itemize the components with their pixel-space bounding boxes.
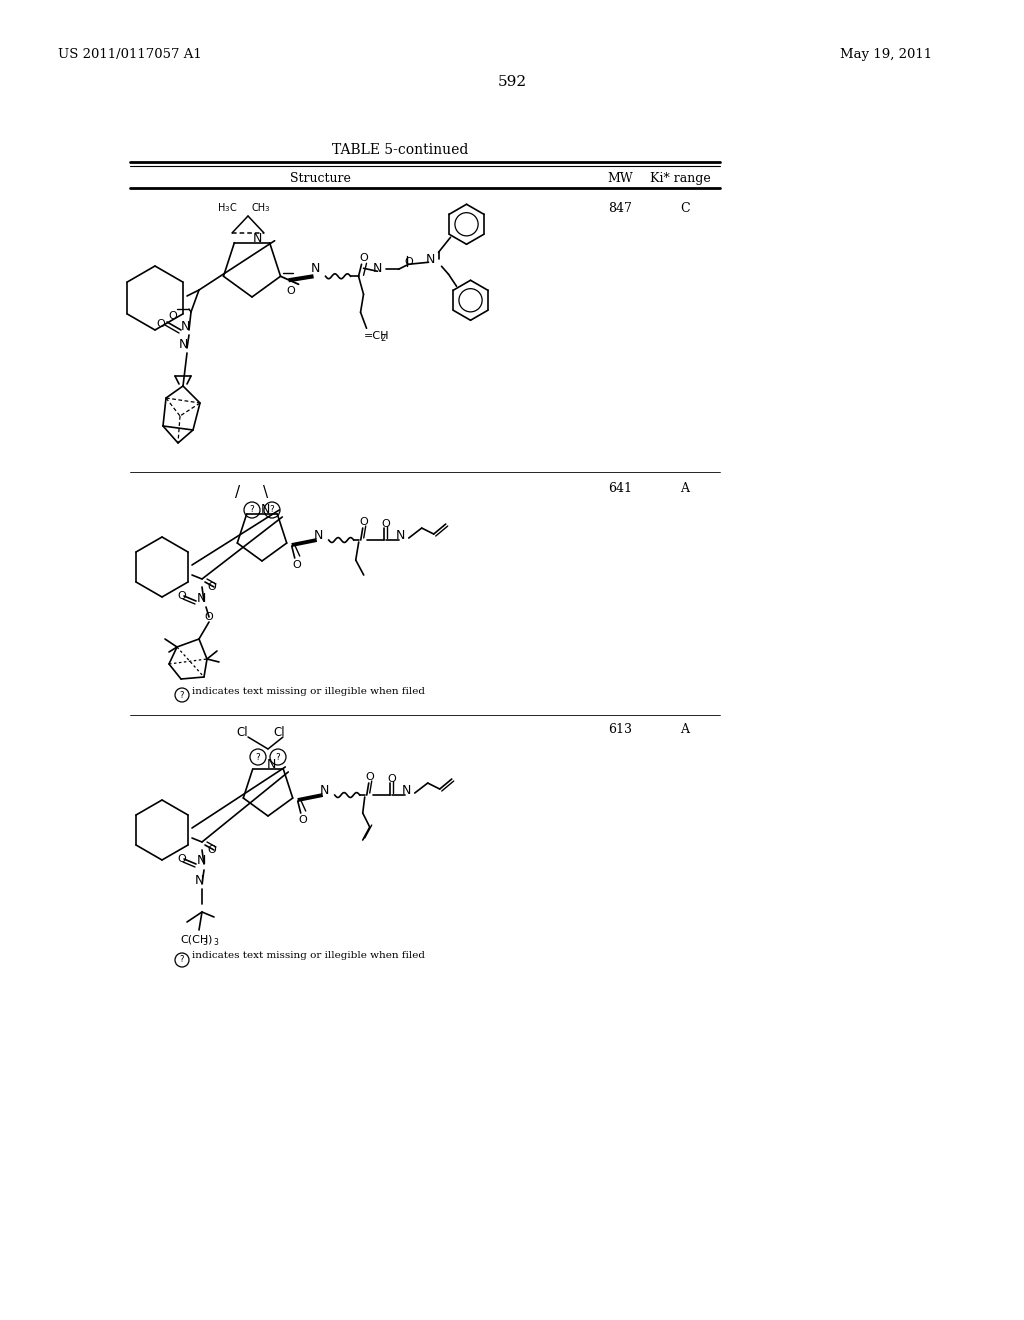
Text: TABLE 5-continued: TABLE 5-continued (332, 143, 468, 157)
Text: O: O (177, 854, 186, 865)
Text: O: O (366, 772, 374, 781)
Text: H: H (218, 203, 225, 213)
Text: Structure: Structure (290, 172, 350, 185)
Text: C(CH: C(CH (180, 935, 208, 944)
Text: O: O (387, 774, 396, 784)
Text: US 2011/0117057 A1: US 2011/0117057 A1 (58, 48, 202, 61)
Text: O: O (359, 517, 368, 527)
Text: C: C (229, 203, 236, 213)
Text: O: O (208, 582, 216, 591)
Text: =CH: =CH (364, 331, 389, 342)
Text: indicates text missing or illegible when filed: indicates text missing or illegible when… (193, 952, 425, 961)
Text: MW: MW (607, 172, 633, 185)
Text: O: O (205, 612, 213, 622)
Text: N: N (260, 503, 270, 516)
Text: O: O (359, 253, 368, 263)
Text: N: N (321, 784, 330, 796)
Text: 613: 613 (608, 723, 632, 737)
Text: ?: ? (256, 752, 260, 762)
Text: May 19, 2011: May 19, 2011 (840, 48, 932, 61)
Text: N: N (402, 784, 412, 796)
Text: Cl: Cl (236, 726, 248, 738)
Text: ?: ? (269, 506, 274, 515)
Text: A: A (681, 723, 689, 737)
Text: N: N (373, 261, 382, 275)
Text: N: N (197, 591, 206, 605)
Text: O: O (177, 591, 186, 601)
Text: CH: CH (251, 203, 265, 213)
Text: N: N (197, 854, 206, 867)
Text: \: \ (263, 484, 268, 499)
Text: N: N (396, 528, 406, 541)
Text: N: N (311, 261, 321, 275)
Text: 3: 3 (202, 939, 207, 946)
Text: Cl: Cl (273, 726, 285, 738)
Text: 3: 3 (224, 206, 228, 213)
Text: A: A (681, 482, 689, 495)
Text: ?: ? (250, 506, 254, 515)
Text: 2: 2 (381, 334, 386, 343)
Text: N: N (253, 232, 262, 246)
Text: N: N (314, 528, 324, 541)
Text: ): ) (207, 935, 211, 944)
Text: ?: ? (180, 690, 184, 700)
Text: /: / (236, 484, 241, 499)
Text: N: N (178, 338, 187, 351)
Text: ?: ? (180, 956, 184, 965)
Text: N: N (195, 874, 204, 887)
Text: O: O (381, 519, 390, 529)
Text: ?: ? (275, 752, 281, 762)
Text: indicates text missing or illegible when filed: indicates text missing or illegible when… (193, 686, 425, 696)
Text: N: N (180, 319, 189, 333)
Text: 3: 3 (213, 939, 218, 946)
Text: O: O (208, 845, 216, 855)
Text: C: C (680, 202, 690, 215)
Text: O: O (286, 286, 295, 296)
Text: N: N (266, 759, 276, 771)
Text: N: N (426, 252, 435, 265)
Text: O: O (293, 560, 301, 570)
Text: O: O (169, 312, 177, 321)
Text: O: O (404, 257, 413, 267)
Text: 592: 592 (498, 75, 526, 88)
Text: O: O (298, 814, 307, 825)
Text: 641: 641 (608, 482, 632, 495)
Text: 3: 3 (264, 206, 268, 213)
Text: Ki* range: Ki* range (650, 172, 711, 185)
Text: O: O (157, 319, 165, 329)
Text: 847: 847 (608, 202, 632, 215)
